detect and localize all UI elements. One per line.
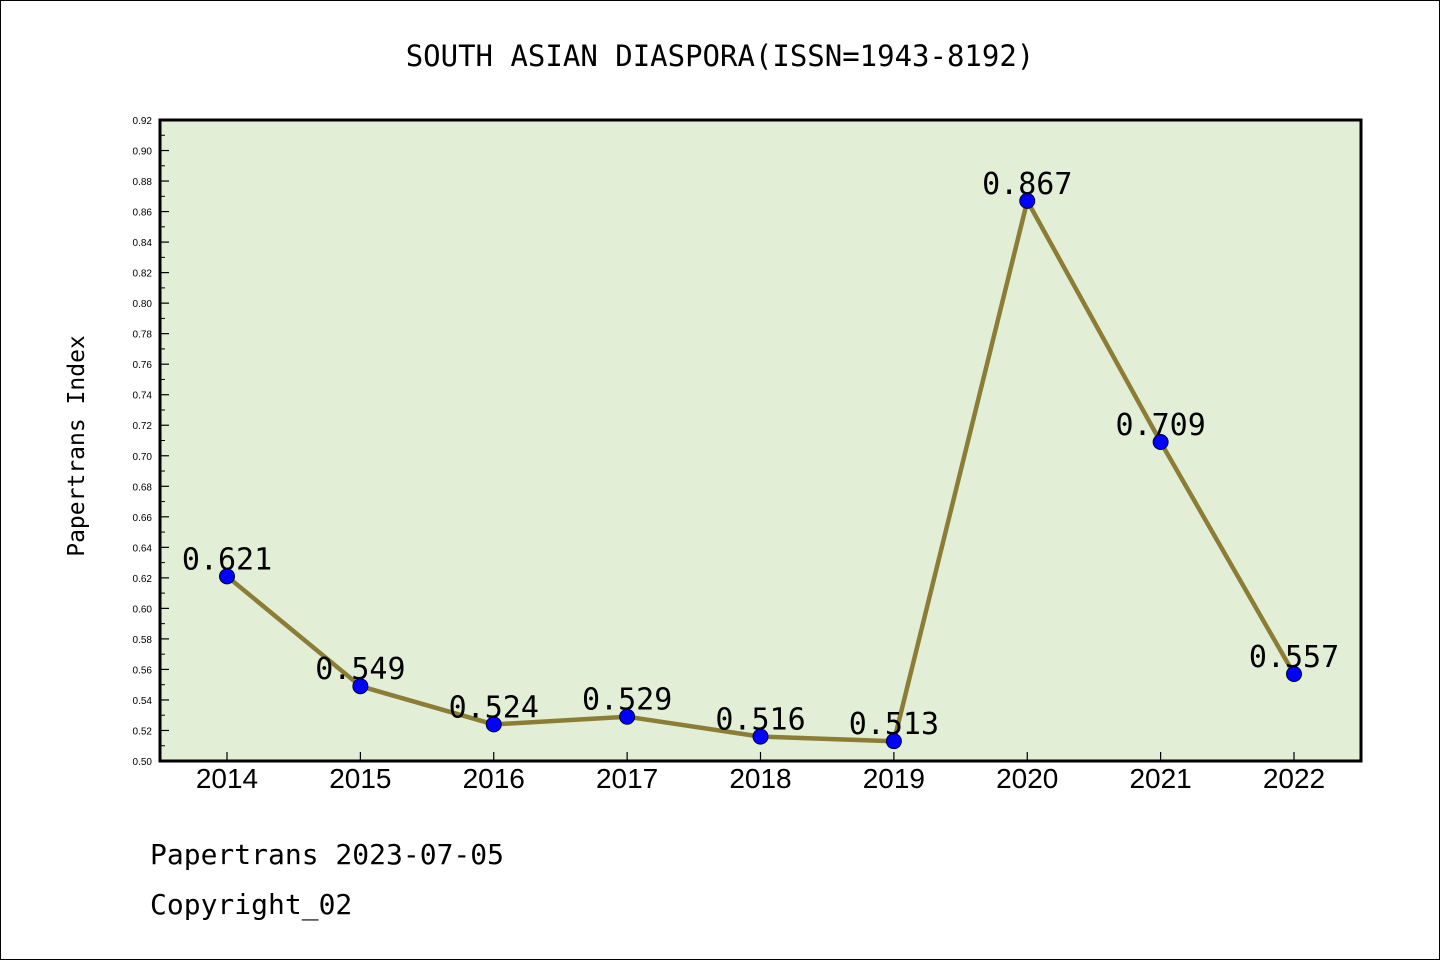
footer-date-text: Papertrans 2023-07-05 (150, 838, 504, 871)
x-tick-label: 2018 (729, 763, 791, 794)
y-tick-label: 0.74 (133, 391, 153, 402)
data-point (1286, 666, 1302, 683)
data-point (352, 678, 369, 695)
y-tick-label: 0.50 (133, 757, 153, 768)
y-axis-label: Papertrans Index (64, 335, 90, 557)
x-tick-label: 2020 (996, 763, 1058, 794)
data-label: 0.549 (315, 652, 405, 687)
data-point (885, 733, 902, 750)
y-tick-label: 0.68 (133, 482, 153, 493)
x-tick-label: 2015 (329, 763, 391, 794)
y-tick-label: 0.72 (133, 421, 153, 432)
series-line-group (219, 192, 1302, 750)
x-tick-label: 2022 (1263, 763, 1325, 794)
y-tick-label: 0.88 (133, 177, 153, 188)
chart-title: SOUTH ASIAN DIASPORA(ISSN=1943-8192) (406, 39, 1035, 73)
data-label-group: 0.621 0.549 0.524 0.529 0.516 0.513 0.867 0.709… (182, 167, 1339, 742)
data-label: 0.709 (1115, 408, 1205, 443)
x-axis: 2014 2015 2016 2017 2018 2019 2020 2021 2022 (196, 752, 1325, 794)
y-tick-label: 0.56 (133, 665, 153, 676)
data-point (219, 568, 235, 585)
x-tick-label: 2021 (1129, 763, 1191, 794)
y-tick-label: 0.54 (133, 696, 153, 707)
x-tick-label: 2014 (196, 763, 258, 794)
y-tick-label: 0.66 (133, 513, 153, 524)
y-tick-label: 0.86 (133, 208, 153, 219)
plot-border (158, 118, 1363, 763)
y-tick-label: 0.64 (133, 543, 153, 554)
y-tick-label: 0.90 (133, 147, 153, 158)
data-label: 0.516 (715, 703, 805, 738)
data-label: 0.513 (849, 707, 939, 742)
data-point (485, 716, 502, 733)
y-tick-label: 0.84 (133, 238, 153, 249)
data-point (619, 708, 636, 725)
x-tick-label: 2016 (463, 763, 525, 794)
data-label: 0.867 (982, 167, 1072, 202)
y-tick-label: 0.62 (133, 574, 153, 585)
y-tick-label: 0.80 (133, 299, 153, 310)
data-label: 0.621 (182, 542, 272, 577)
footer-copyright-text: Copyright_02 (150, 888, 352, 922)
y-tick-label: 0.78 (133, 330, 153, 341)
y-tick-label: 0.82 (133, 269, 153, 280)
data-point (752, 728, 769, 745)
y-tick-label: 0.60 (133, 604, 153, 615)
y-tick-label: 0.58 (133, 635, 153, 646)
data-label: 0.529 (582, 683, 672, 718)
data-point (1019, 192, 1036, 209)
data-label: 0.524 (449, 690, 539, 725)
y-tick-label: 0.70 (133, 452, 153, 463)
y-tick-label: 0.52 (133, 726, 153, 737)
y-tick-label: 0.92 (133, 116, 153, 127)
data-point (1152, 434, 1169, 451)
data-label: 0.557 (1249, 640, 1339, 675)
y-tick-label: 0.76 (133, 360, 153, 371)
x-tick-label: 2017 (596, 763, 658, 794)
x-tick-label: 2019 (863, 763, 925, 794)
